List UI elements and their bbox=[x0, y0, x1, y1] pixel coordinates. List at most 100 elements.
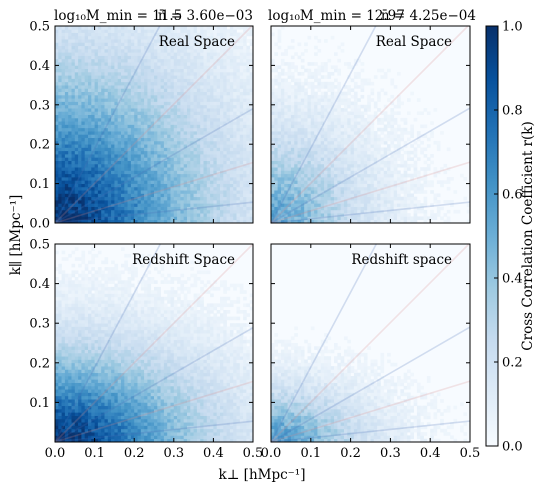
heatmap-cell bbox=[94, 167, 99, 171]
heatmap-cell bbox=[294, 52, 298, 56]
heatmap-cell bbox=[160, 144, 165, 148]
heatmap-cell bbox=[216, 91, 221, 96]
heatmap-cell bbox=[180, 81, 185, 86]
heatmap-cell bbox=[173, 127, 178, 132]
heatmap-cell bbox=[190, 101, 194, 106]
heatmap-cell bbox=[229, 147, 234, 152]
heatmap-cell bbox=[223, 104, 227, 109]
heatmap-cell bbox=[150, 68, 155, 73]
heatmap-cell bbox=[187, 26, 191, 30]
heatmap-cell bbox=[177, 35, 181, 40]
heatmap-cell bbox=[226, 108, 231, 112]
heatmap-cell bbox=[97, 71, 102, 76]
heatmap-cell bbox=[280, 121, 285, 125]
heatmap-cell bbox=[94, 134, 99, 138]
heatmap-cell bbox=[330, 81, 335, 86]
heatmap-cell bbox=[314, 160, 318, 165]
heatmap-cell bbox=[229, 216, 234, 221]
heatmap-cell bbox=[81, 48, 86, 53]
heatmap-cell bbox=[121, 173, 125, 178]
heatmap-cell bbox=[337, 160, 341, 165]
heatmap-cell bbox=[206, 58, 211, 63]
heatmap-cell bbox=[64, 26, 69, 30]
heatmap-cell bbox=[249, 39, 254, 43]
heatmap-cell bbox=[160, 193, 165, 198]
heatmap-cell bbox=[190, 45, 194, 50]
heatmap-cell bbox=[337, 206, 341, 211]
heatmap-cell bbox=[104, 203, 109, 207]
heatmap-cell bbox=[233, 196, 237, 201]
heatmap-cell bbox=[147, 71, 152, 76]
heatmap-cell bbox=[249, 190, 254, 194]
heatmap-cell bbox=[55, 137, 59, 142]
heatmap-cell bbox=[160, 71, 165, 76]
heatmap-cell bbox=[88, 94, 92, 99]
heatmap-cell bbox=[114, 121, 119, 125]
heatmap-cell bbox=[193, 55, 198, 60]
heatmap-cell bbox=[290, 206, 295, 211]
heatmap-cell bbox=[137, 180, 142, 184]
heatmap-cell bbox=[74, 219, 79, 224]
heatmap-cell bbox=[74, 48, 79, 53]
heatmap-cell bbox=[203, 42, 208, 47]
heatmap-cell bbox=[91, 111, 95, 115]
heatmap-cell bbox=[310, 108, 315, 112]
heatmap-cell bbox=[61, 180, 66, 184]
heatmap-cell bbox=[180, 134, 185, 138]
heatmap-cell bbox=[284, 48, 288, 53]
heatmap-cell bbox=[320, 94, 325, 99]
heatmap-cell bbox=[239, 213, 244, 217]
heatmap-cell bbox=[367, 114, 371, 119]
heatmap-cell bbox=[343, 209, 348, 214]
heatmap-cell bbox=[137, 29, 142, 33]
heatmap-cell bbox=[154, 88, 158, 93]
heatmap-cell bbox=[274, 137, 278, 142]
heatmap-cell bbox=[154, 157, 158, 161]
heatmap-cell bbox=[71, 180, 76, 184]
heatmap-cell bbox=[229, 144, 234, 148]
heatmap-cell bbox=[144, 45, 148, 50]
heatmap-cell bbox=[343, 144, 348, 148]
heatmap-cell bbox=[163, 203, 168, 207]
heatmap-cell bbox=[236, 150, 241, 155]
heatmap-cell bbox=[167, 134, 171, 138]
heatmap-cell bbox=[97, 55, 102, 60]
heatmap-cell bbox=[114, 137, 119, 142]
heatmap-cell bbox=[144, 35, 148, 40]
heatmap-cell bbox=[271, 144, 275, 148]
heatmap-cell bbox=[111, 140, 115, 145]
heatmap-cell bbox=[78, 219, 82, 224]
heatmap-cell bbox=[320, 196, 325, 201]
heatmap-cell bbox=[55, 91, 59, 96]
heatmap-cell bbox=[330, 163, 335, 168]
heatmap-cell bbox=[249, 140, 254, 145]
heatmap-cell bbox=[203, 68, 208, 73]
heatmap-cell bbox=[101, 39, 105, 43]
heatmap-cell bbox=[337, 213, 341, 217]
heatmap-cell bbox=[324, 85, 328, 89]
heatmap-cell bbox=[203, 219, 208, 224]
heatmap-cell bbox=[140, 137, 145, 142]
heatmap-cell bbox=[193, 134, 198, 138]
heatmap-cell bbox=[127, 42, 132, 47]
heatmap-cell bbox=[327, 193, 332, 198]
heatmap-cell bbox=[239, 114, 244, 119]
heatmap-cell bbox=[114, 167, 119, 171]
heatmap-cell bbox=[213, 134, 218, 138]
heatmap-cell bbox=[233, 26, 237, 30]
heatmap-cell bbox=[97, 39, 102, 43]
heatmap-cell bbox=[130, 209, 135, 214]
heatmap-cell bbox=[350, 127, 355, 132]
heatmap-cell bbox=[297, 183, 302, 188]
heatmap-cell bbox=[277, 85, 282, 89]
heatmap-cell bbox=[304, 160, 308, 165]
heatmap-cell bbox=[170, 55, 175, 60]
heatmap-cell bbox=[236, 183, 241, 188]
heatmap-cell bbox=[236, 71, 241, 76]
heatmap-cell bbox=[213, 209, 218, 214]
heatmap-cell bbox=[190, 71, 194, 76]
heatmap-cell bbox=[367, 193, 371, 198]
heatmap-cell bbox=[137, 117, 142, 122]
heatmap-cell bbox=[243, 144, 247, 148]
heatmap-cell bbox=[97, 183, 102, 188]
